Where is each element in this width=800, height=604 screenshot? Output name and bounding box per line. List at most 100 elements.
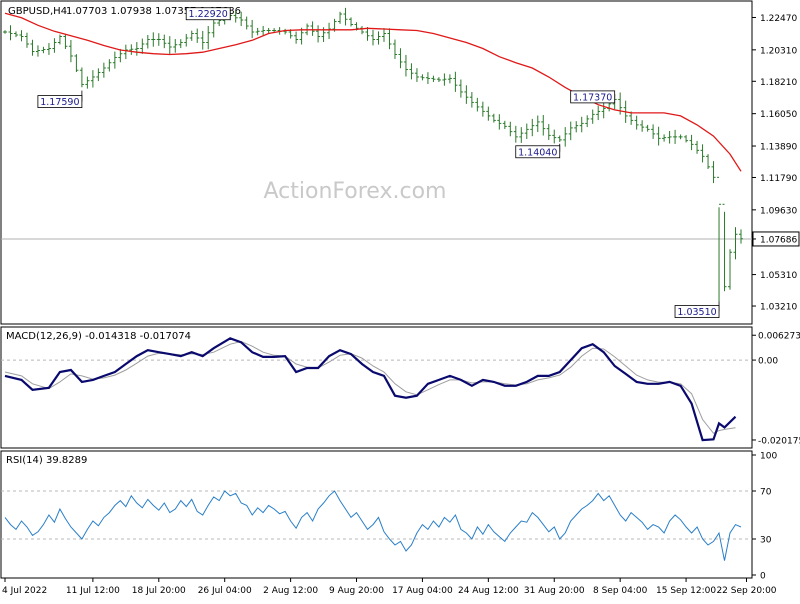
ohlc-bar — [656, 126, 661, 146]
ohlc-bar — [8, 25, 13, 41]
annotation-box — [570, 90, 616, 104]
ohlc-bar — [118, 48, 123, 63]
price-annotation: 1.03510 — [674, 301, 720, 318]
price-tick-label: 1.20310 — [760, 46, 797, 56]
ohlc-bar — [343, 7, 348, 26]
annotation-box — [185, 7, 231, 21]
price-tick-label: 1.05310 — [760, 271, 797, 281]
ohlc-bar — [508, 121, 513, 137]
price-tick-label: 1.18210 — [760, 78, 797, 88]
ohlc-bar — [453, 71, 458, 92]
ohlc-bar — [678, 134, 683, 140]
time-tick-label: 31 Aug 20:00 — [524, 586, 585, 596]
ohlc-bar — [233, 10, 238, 23]
ohlc-bar — [107, 59, 112, 72]
time-tick-label: 4 Jul 2022 — [2, 586, 47, 596]
rsi-tick-label: 70 — [760, 488, 772, 498]
macd-signal-line — [4, 340, 736, 434]
moving-average-layer — [4, 12, 742, 172]
ohlc-bar — [19, 30, 24, 42]
ohlc-bar — [74, 54, 79, 73]
time-tick-label: 18 Jul 20:00 — [132, 586, 186, 596]
rsi-panel-title: RSI(14) 39.8289 — [6, 455, 87, 466]
ohlc-bar — [349, 17, 354, 27]
ohlc-bar — [706, 154, 711, 169]
ohlc-bar — [101, 62, 106, 78]
ohlc-bar — [590, 109, 595, 124]
ohlc-bar — [41, 46, 46, 54]
ohlc-bar — [134, 42, 139, 56]
ohlc-bar — [546, 124, 551, 140]
ohlc-bar — [338, 11, 343, 24]
price-annotation: 1.22920 — [185, 7, 231, 21]
rsi-tick-label: 0 — [760, 572, 766, 582]
time-tick-label: 11 Jul 12:00 — [66, 586, 120, 596]
ohlc-bar — [700, 144, 705, 163]
rsi-tick-label: 30 — [760, 536, 772, 546]
macd-axis: 0.006273 0.00 -0.020175 — [752, 332, 800, 446]
price-annotation: 1.17370 — [570, 90, 616, 104]
ohlc-bar — [211, 18, 216, 38]
ohlc-bar — [695, 140, 700, 154]
macd-panel-title: MACD(12,26,9) -0.014318 -0.017074 — [6, 331, 191, 342]
macd-tick-label: -0.020175 — [758, 436, 800, 446]
ohlc-bar — [310, 21, 315, 36]
ohlc-bar — [244, 16, 249, 30]
time-tick-label: 26 Jul 04:00 — [198, 586, 252, 596]
ohlc-bar — [145, 34, 150, 49]
price-panel-frame — [0, 0, 753, 325]
time-tick-label: 15 Sep 12:00 — [656, 586, 716, 596]
ohlc-bar — [667, 130, 672, 144]
ohlc-bar — [3, 30, 7, 34]
annotation-label: 1.17590 — [40, 97, 79, 108]
price-ohlc-readout: 1.07703 1.07938 1.07357 1.07686 — [66, 6, 241, 17]
ohlc-bar — [255, 27, 260, 36]
ohlc-bar — [392, 39, 397, 59]
ohlc-bar — [425, 72, 430, 84]
ohlc-bar — [552, 129, 557, 144]
ohlc-bar — [475, 97, 480, 112]
ohlc-bar — [513, 125, 518, 143]
watermark: ActionForex.com — [264, 179, 447, 204]
ohlc-bar — [497, 114, 502, 130]
ohlc-bar — [112, 51, 117, 69]
ohlc-bar — [13, 31, 18, 38]
rsi-axis: 100 70 30 0 — [752, 452, 777, 582]
price-tick-label: 1.07686 — [760, 235, 797, 245]
ohlc-bar — [376, 31, 381, 45]
ohlc-bar — [327, 22, 332, 40]
ohlc-bar — [447, 74, 452, 84]
price-tick-label: 1.11790 — [760, 174, 797, 184]
ohlc-bar — [189, 30, 194, 41]
ohlc-bar — [722, 203, 727, 292]
macd-tick-label: 0.006273 — [758, 332, 800, 342]
ohlc-bar — [129, 44, 134, 55]
price-tick-label: 1.13890 — [760, 143, 797, 153]
ohlc-bar — [57, 34, 62, 45]
annotation-label: 1.14040 — [518, 147, 557, 158]
ohlc-bar — [458, 79, 463, 98]
ohlc-bar — [414, 68, 419, 82]
price-annotations: 1.22920 1.17590 1.17370 1.14040 1.03510 — [37, 7, 720, 318]
ohlc-bar — [151, 32, 156, 47]
ohlc-bar — [35, 45, 40, 57]
time-axis: 4 Jul 2022 11 Jul 12:00 18 Jul 20:00 26 Jul… — [2, 578, 777, 596]
macd-line — [4, 337, 737, 442]
time-tick-label: 9 Aug 20:00 — [329, 586, 384, 596]
price-tick-label: 1.16050 — [760, 110, 797, 120]
price-tick-label: 1.22470 — [760, 14, 797, 24]
annotation-box — [674, 305, 720, 318]
ohlc-bar — [673, 129, 678, 144]
time-tick-label: 17 Aug 04:00 — [392, 586, 453, 596]
annotation-label: 1.03510 — [677, 307, 716, 318]
ohlc-bar — [629, 111, 634, 125]
annotation-label: 1.22920 — [189, 9, 228, 20]
rsi-tick-label: 100 — [760, 452, 777, 462]
ohlc-bar — [596, 105, 601, 121]
ohlc-bar — [480, 101, 485, 117]
rsi-line — [4, 490, 742, 561]
ohlc-bar — [519, 127, 524, 143]
ohlc-bar — [502, 120, 507, 129]
